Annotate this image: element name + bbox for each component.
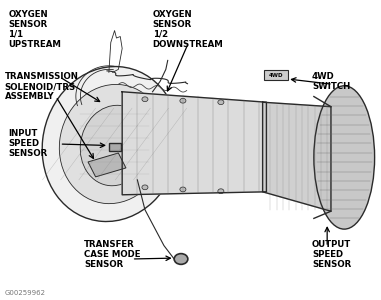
Text: 4WD
SWITCH: 4WD SWITCH xyxy=(312,72,350,92)
Text: OXYGEN
SENSOR
1/1
UPSTREAM: OXYGEN SENSOR 1/1 UPSTREAM xyxy=(8,10,61,49)
Circle shape xyxy=(218,100,224,105)
Ellipse shape xyxy=(42,67,179,221)
Circle shape xyxy=(180,98,186,103)
FancyBboxPatch shape xyxy=(264,70,288,80)
Circle shape xyxy=(174,254,188,264)
Polygon shape xyxy=(263,102,331,211)
Text: OUTPUT
SPEED
SENSOR: OUTPUT SPEED SENSOR xyxy=(312,240,351,269)
Text: TRANSFER
CASE MODE
SENSOR: TRANSFER CASE MODE SENSOR xyxy=(84,240,141,269)
Ellipse shape xyxy=(314,86,375,229)
Bar xyxy=(109,143,121,152)
Circle shape xyxy=(218,189,224,194)
Text: 4WD: 4WD xyxy=(269,73,283,77)
Text: G00259962: G00259962 xyxy=(5,290,45,296)
Ellipse shape xyxy=(59,84,166,204)
Polygon shape xyxy=(122,92,266,195)
Circle shape xyxy=(180,187,186,192)
Polygon shape xyxy=(88,153,126,177)
Text: OXYGEN
SENSOR
1/2
DOWNSTREAM: OXYGEN SENSOR 1/2 DOWNSTREAM xyxy=(152,10,223,49)
Text: INPUT
SPEED
SENSOR: INPUT SPEED SENSOR xyxy=(8,129,48,158)
Text: TRANSMISSION
SOLENOID/TRS
ASSEMBLY: TRANSMISSION SOLENOID/TRS ASSEMBLY xyxy=(5,72,78,101)
Circle shape xyxy=(142,185,148,190)
Circle shape xyxy=(142,97,148,102)
Ellipse shape xyxy=(80,105,149,186)
